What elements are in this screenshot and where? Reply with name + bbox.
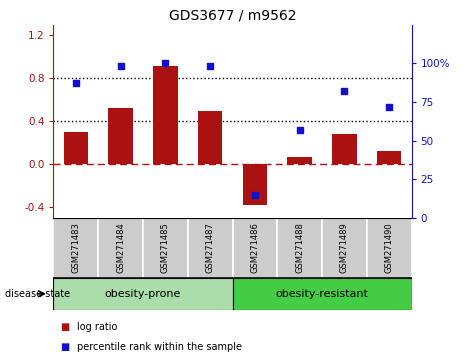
Point bbox=[162, 61, 169, 66]
Bar bbox=[377, 151, 401, 164]
Bar bbox=[188, 218, 232, 278]
Text: ■: ■ bbox=[60, 322, 70, 332]
Text: obesity-prone: obesity-prone bbox=[105, 289, 181, 299]
Bar bbox=[108, 108, 133, 164]
Bar bbox=[332, 134, 357, 164]
Bar bbox=[143, 218, 188, 278]
Text: GSM271488: GSM271488 bbox=[295, 222, 304, 273]
Bar bbox=[53, 218, 98, 278]
Text: GSM271487: GSM271487 bbox=[206, 222, 215, 273]
Bar bbox=[287, 156, 312, 164]
Text: GSM271484: GSM271484 bbox=[116, 222, 125, 273]
Text: GSM271489: GSM271489 bbox=[340, 222, 349, 273]
Bar bbox=[232, 218, 277, 278]
Text: GSM271483: GSM271483 bbox=[71, 222, 80, 273]
Bar bbox=[198, 110, 222, 164]
Bar bbox=[322, 218, 367, 278]
Bar bbox=[98, 218, 143, 278]
Text: log ratio: log ratio bbox=[77, 322, 117, 332]
Point bbox=[341, 88, 348, 94]
Point bbox=[72, 81, 80, 86]
Point bbox=[206, 64, 214, 69]
Title: GDS3677 / m9562: GDS3677 / m9562 bbox=[169, 8, 296, 22]
Bar bbox=[232, 278, 412, 310]
Bar bbox=[367, 218, 412, 278]
Point bbox=[296, 127, 303, 132]
Text: obesity-resistant: obesity-resistant bbox=[276, 289, 368, 299]
Bar bbox=[53, 278, 232, 310]
Text: ■: ■ bbox=[60, 342, 70, 352]
Text: disease state: disease state bbox=[5, 289, 70, 299]
Bar bbox=[243, 164, 267, 205]
Bar bbox=[64, 132, 88, 164]
Point bbox=[385, 104, 393, 109]
Point bbox=[251, 192, 259, 198]
Bar bbox=[277, 218, 322, 278]
Text: percentile rank within the sample: percentile rank within the sample bbox=[77, 342, 242, 352]
Text: GSM271486: GSM271486 bbox=[250, 222, 259, 273]
Text: GSM271485: GSM271485 bbox=[161, 222, 170, 273]
Text: GSM271490: GSM271490 bbox=[385, 222, 394, 273]
Point bbox=[117, 64, 124, 69]
Bar bbox=[153, 65, 178, 164]
